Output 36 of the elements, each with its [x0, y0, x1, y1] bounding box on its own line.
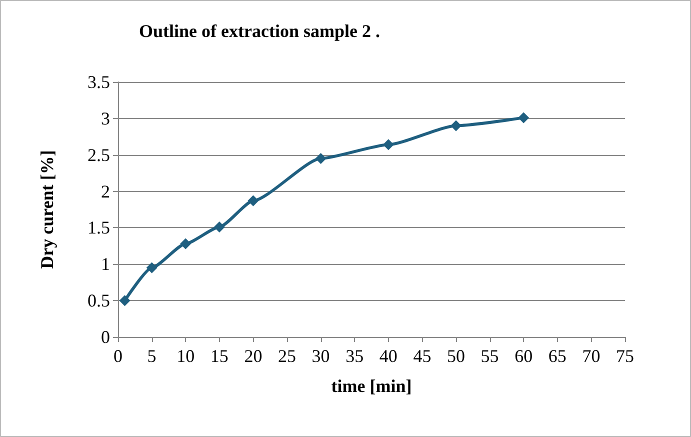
y-tick-label: 1 — [101, 254, 110, 274]
point — [214, 221, 225, 232]
x-tick-label: 45 — [413, 346, 432, 366]
x-tick-label: 40 — [379, 346, 398, 366]
y-tick-label: 2.5 — [88, 144, 110, 165]
x-tick-label: 50 — [447, 346, 465, 366]
y-tick-label: 3 — [101, 108, 110, 128]
y-axis-title: Dry curent [%] — [37, 150, 57, 269]
point — [315, 153, 326, 164]
x-tick-label: 10 — [176, 346, 195, 366]
chart-title: Outline of extraction sample 2 . — [139, 21, 380, 41]
point — [450, 120, 462, 132]
x-tick-label: 15 — [210, 346, 228, 366]
x-tick-label: 25 — [278, 346, 296, 366]
y-tick-label: 2 — [101, 181, 110, 202]
point — [119, 295, 130, 306]
x-tick-label: 5 — [147, 346, 156, 366]
x-tick-label: 35 — [346, 346, 364, 366]
point — [518, 112, 530, 124]
x-tick-label: 70 — [582, 346, 600, 366]
point — [382, 139, 394, 150]
x-tick-label: 0 — [114, 346, 122, 366]
point — [180, 238, 192, 250]
y-tick-label: 0.5 — [88, 290, 110, 311]
x-tick-label: 60 — [514, 346, 533, 366]
y-tick-label: 3.5 — [88, 72, 110, 92]
x-tick-label: 20 — [244, 346, 262, 366]
x-tick-label: 30 — [312, 346, 330, 366]
point — [146, 262, 158, 274]
x-tick-label: 55 — [480, 346, 499, 366]
x-axis-title: time [min] — [331, 376, 412, 396]
x-tick-label: 65 — [548, 346, 566, 366]
point — [248, 195, 259, 206]
y-tick-label: 1.5 — [88, 218, 110, 238]
x-tick-label: 75 — [616, 346, 634, 366]
y-tick-label: 0 — [101, 327, 110, 347]
